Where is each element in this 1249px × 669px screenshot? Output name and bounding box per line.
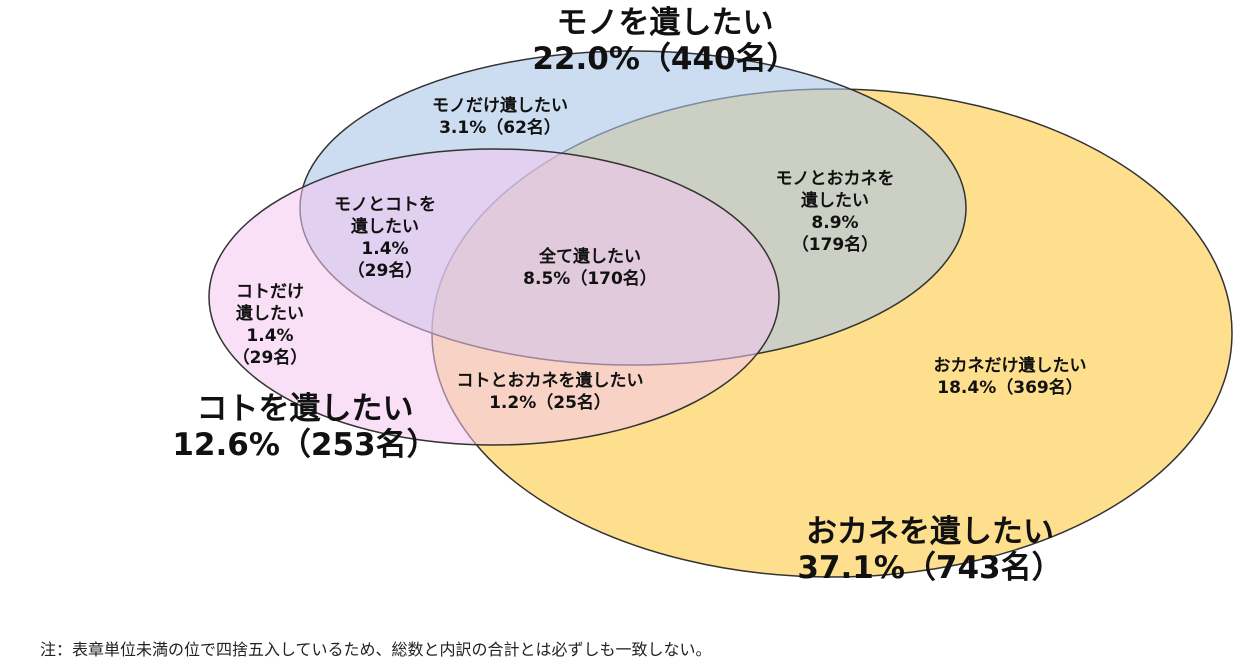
okane-set-label: おカネを遺したい 37.1%（743名） bbox=[770, 514, 1090, 586]
mono-set-name: モノを遺したい bbox=[556, 5, 774, 41]
mono-set-label: モノを遺したい 22.0%（440名） bbox=[500, 5, 830, 77]
region-value: （179名） bbox=[791, 235, 879, 255]
region-value: 1.2%（25名） bbox=[489, 393, 611, 413]
footnote: 注：表章単位未満の位で四捨五入しているため、総数と内訳の合計とは必ずしも一致しな… bbox=[40, 640, 712, 659]
koto-set-name: コトを遺したい bbox=[196, 391, 414, 427]
region-mono-only: モノだけ遺したい 3.1%（62名） bbox=[390, 95, 610, 139]
region-label: モノだけ遺したい bbox=[432, 96, 568, 116]
region-label: コトだけ bbox=[236, 282, 304, 302]
region-all: 全て遺したい 8.5%（170名） bbox=[495, 246, 685, 290]
okane-set-share: 37.1%（743名） bbox=[797, 550, 1063, 586]
mono-set-share: 22.0%（440名） bbox=[532, 41, 798, 77]
koto-set-ellipse bbox=[208, 148, 780, 446]
region-label: おカネだけ遺したい bbox=[933, 356, 1087, 376]
region-okane-only: おカネだけ遺したい 18.4%（369名） bbox=[895, 355, 1125, 399]
region-value: 1.4% bbox=[361, 239, 409, 259]
region-mono-okane: モノとおカネを 遺したい 8.9% （179名） bbox=[745, 168, 925, 256]
region-value: 3.1%（62名） bbox=[439, 118, 561, 138]
region-value: （29名） bbox=[347, 261, 423, 281]
region-label: 遺したい bbox=[801, 191, 869, 211]
region-value: 8.9% bbox=[811, 213, 859, 233]
region-label: 遺したい bbox=[351, 217, 419, 237]
region-value: 8.5%（170名） bbox=[523, 269, 657, 289]
region-value: 18.4%（369名） bbox=[937, 378, 1083, 398]
region-koto-okane: コトとおカネを遺したい 1.2%（25名） bbox=[420, 370, 680, 414]
region-mono-koto: モノとコトを 遺したい 1.4% （29名） bbox=[305, 194, 465, 282]
koto-set-share: 12.6%（253名） bbox=[172, 427, 438, 463]
region-value: 1.4% bbox=[246, 326, 294, 346]
region-label: モノとおカネを bbox=[775, 169, 895, 189]
region-label: モノとコトを bbox=[334, 195, 436, 215]
region-label: コトとおカネを遺したい bbox=[456, 371, 644, 391]
region-value: （29名） bbox=[232, 348, 308, 368]
region-label: 全て遺したい bbox=[539, 247, 641, 267]
koto-set-label: コトを遺したい 12.6%（253名） bbox=[160, 391, 450, 463]
region-koto-only: コトだけ 遺したい 1.4% （29名） bbox=[220, 281, 320, 369]
okane-set-name: おカネを遺したい bbox=[806, 514, 1054, 550]
region-label: 遺したい bbox=[236, 304, 304, 324]
